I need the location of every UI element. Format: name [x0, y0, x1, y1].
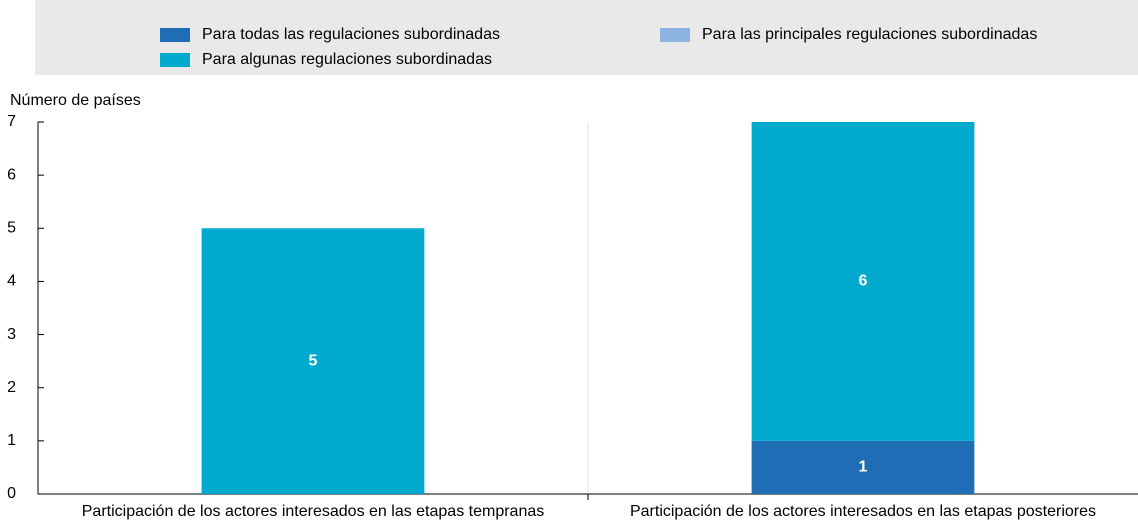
y-tick-label: 4 — [7, 273, 16, 290]
bar-segment — [751, 440, 975, 494]
data-label: 6 — [859, 273, 868, 290]
legend-background — [35, 0, 1138, 75]
y-tick-label: 6 — [7, 166, 16, 183]
legend-swatch — [660, 28, 690, 42]
x-tick-label: Participación de los actores interesados… — [82, 503, 544, 520]
y-tick-label: 3 — [7, 326, 16, 343]
bar-segment — [201, 228, 425, 495]
y-tick-label: 5 — [7, 220, 16, 237]
y-axis-label: Número de países — [10, 92, 141, 109]
y-tick-label: 0 — [7, 485, 16, 502]
x-tick-label: Participación de los actores interesados… — [630, 503, 1096, 520]
y-tick-label: 1 — [7, 432, 16, 449]
y-tick-label: 2 — [7, 379, 16, 396]
legend-swatch — [160, 53, 190, 67]
data-label: 5 — [309, 352, 318, 369]
legend-label: Para las principales regulaciones subord… — [702, 26, 1037, 43]
legend-label: Para algunas regulaciones subordinadas — [202, 51, 492, 68]
y-tick-label: 7 — [7, 113, 16, 130]
legend-swatch — [160, 28, 190, 42]
bar-segment — [751, 122, 975, 441]
data-label: 1 — [859, 459, 868, 476]
legend-label: Para todas las regulaciones subordinadas — [202, 26, 500, 43]
